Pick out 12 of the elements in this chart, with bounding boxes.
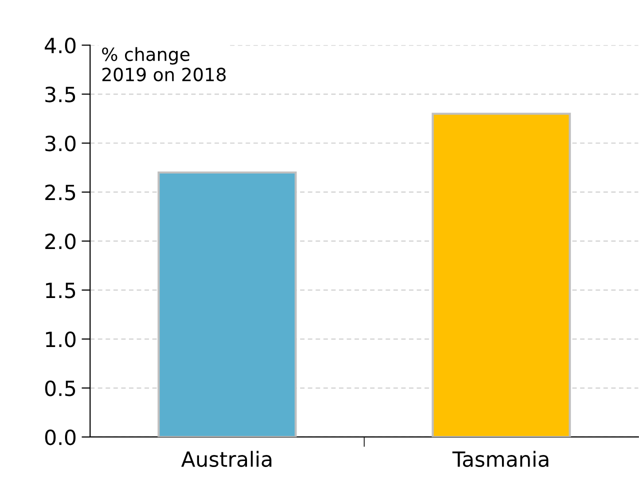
y-axis-title: % change 2019 on 2018 — [102, 47, 226, 82]
y-tick-label: 2.5 — [45, 184, 76, 200]
x-tick-label: Australia — [181, 450, 272, 468]
y-tick-label: 3.5 — [45, 86, 76, 102]
y-tick-label: 0.5 — [45, 380, 76, 396]
y-tick-label: 1.5 — [46, 282, 76, 298]
y-tick-label: 3.0 — [45, 136, 76, 152]
y-tick-label: 4.0 — [44, 38, 76, 54]
y-tick-label: 2.0 — [45, 234, 76, 250]
y-tick-label: 1.0 — [46, 331, 76, 348]
y-tick-label: 0.0 — [45, 429, 76, 446]
x-tick-label: Tasmania — [452, 450, 548, 468]
